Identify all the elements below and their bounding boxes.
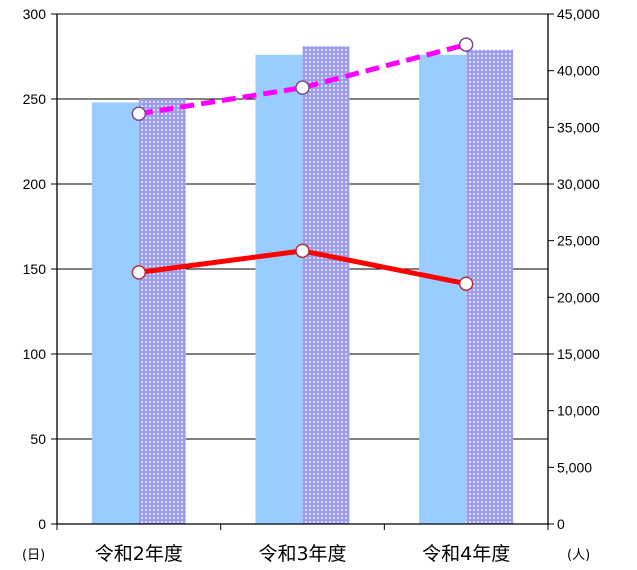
left-tick-label: 50 [30,431,46,447]
bar-2-3 [466,49,514,524]
left-tick-label: 300 [23,6,47,22]
left-tick-label: 150 [23,261,47,277]
bar-1-2 [255,54,303,525]
bar-1-1 [91,102,139,525]
line-1-point-2 [295,243,310,259]
lines [131,37,474,291]
right-unit-label: (人) [567,548,590,563]
left-tick-label: 250 [23,91,47,107]
left-tick-label: 100 [23,346,47,362]
right-tick-label: 10,000 [557,403,600,419]
right-tick-label: 40,000 [557,63,600,79]
left-unit-label: (日) [22,548,45,563]
right-tick-label: 20,000 [557,289,600,305]
right-tick-label: 15,000 [557,346,600,362]
bar-2-2 [302,46,350,525]
left-tick-label: 0 [38,516,46,532]
line-2-point-1 [131,106,147,121]
category-label: 令和2年度 [95,543,183,565]
line-series-2 [138,42,467,117]
line-1-point-3 [458,276,474,291]
labels: 0 50 100 150 200 250 300 0 5,000 10,000 15,000 20,0… [22,6,600,565]
right-tick-label: 30,000 [557,176,600,192]
right-tick-label: 35,000 [557,119,600,135]
left-tick-label: 200 [23,176,47,192]
category-label: 令和3年度 [258,543,346,565]
right-tick-label: 45,000 [557,6,600,22]
right-tick-label: 0 [557,516,565,532]
bar-2-1 [138,99,186,524]
right-tick-label: 25,000 [557,233,600,249]
category-label: 令和4年度 [422,543,510,565]
bars [91,46,514,525]
axes [51,13,554,530]
line-1-point-1 [131,265,147,280]
line-2-point-3 [458,37,474,52]
bar-1-3 [419,54,467,525]
right-tick-label: 5,000 [557,459,592,475]
line-2-point-2 [295,80,310,95]
